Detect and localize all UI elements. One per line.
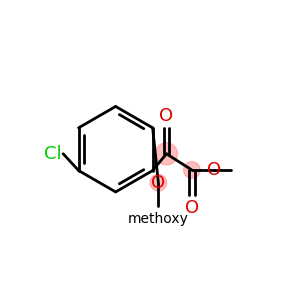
Text: O: O: [207, 161, 221, 179]
Text: methoxy: methoxy: [128, 212, 189, 226]
Text: O: O: [159, 107, 173, 125]
Text: O: O: [185, 199, 199, 217]
Text: Cl: Cl: [44, 145, 62, 163]
Circle shape: [155, 143, 178, 165]
Text: O: O: [151, 174, 165, 192]
Circle shape: [150, 174, 167, 191]
Circle shape: [184, 162, 200, 178]
